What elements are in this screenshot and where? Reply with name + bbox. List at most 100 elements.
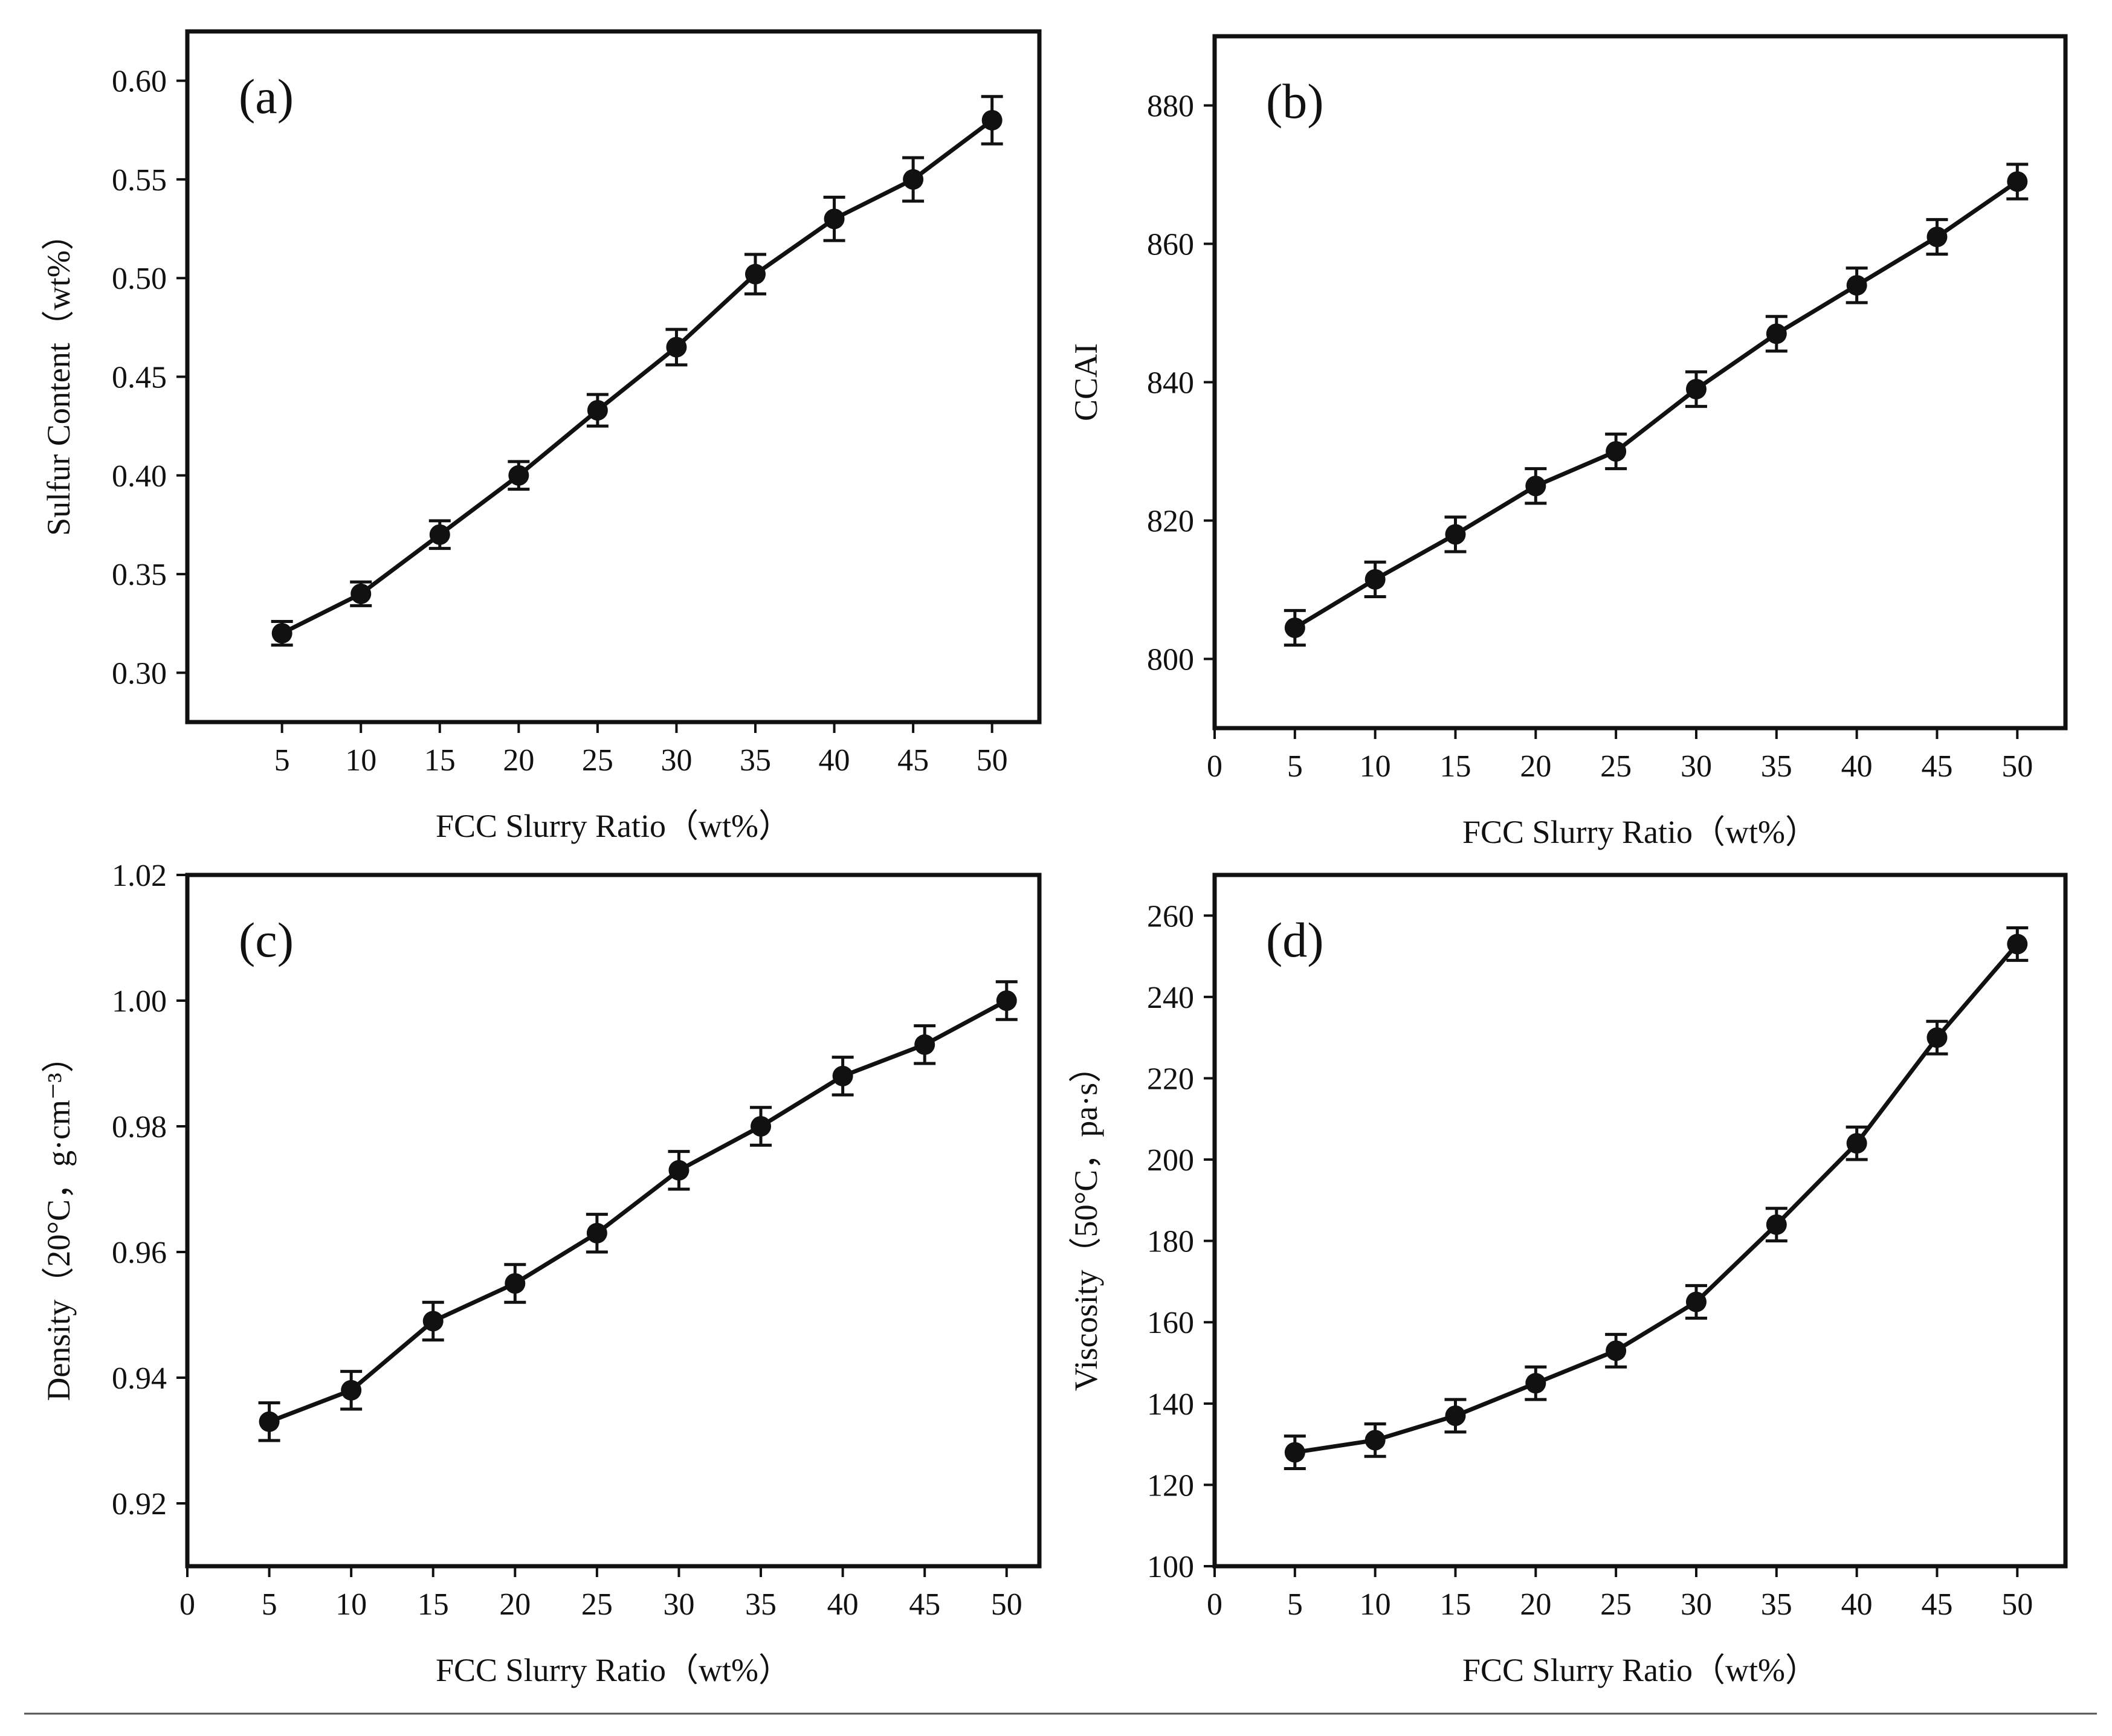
panel-b-data-point [1606, 441, 1627, 462]
panel-a-y-tick-label: 0.50 [112, 262, 167, 296]
panel-b-y-tick-label: 860 [1147, 228, 1194, 262]
panel-d-data-point [1525, 1373, 1546, 1394]
panel-c-x-tick-label: 5 [262, 1587, 277, 1622]
panel-a-data-point [587, 400, 608, 421]
panel-a-x-tick-label: 40 [819, 743, 850, 778]
panel-d-x-tick-label: 30 [1681, 1587, 1712, 1622]
panel-b-y-axis-title: CCAI [1068, 343, 1104, 421]
panel-c-x-tick-label: 0 [179, 1587, 195, 1622]
panel-d-label: (d) [1266, 912, 1324, 967]
panel-b-y-tick-label: 840 [1147, 366, 1194, 401]
panel-a-y-tick-label: 0.45 [112, 361, 167, 395]
panel-c-x-tick-label: 45 [909, 1587, 940, 1622]
panel-a-data-point [981, 109, 1003, 131]
panel-b: 0 5 10 15 20 25 30 35 40 45 50 800 820 840 860 880 FCC S… [1068, 34, 2068, 850]
panels: 5 10 15 20 25 30 35 40 45 500.300.350.400.450.500… [40, 29, 2068, 1688]
panel-b-data-point [1525, 476, 1546, 497]
panel-c-x-tick-label: 20 [499, 1587, 531, 1622]
panel-c-data-point [422, 1311, 444, 1332]
panel-c-label: (c) [239, 912, 294, 967]
panel-c-data-point [996, 990, 1017, 1011]
panel-a-y-axis-title: Sulfur Content（wt%） [40, 218, 77, 535]
panel-a-x-tick-label: 25 [582, 743, 613, 778]
panel-d-y-tick-label: 100 [1147, 1550, 1194, 1584]
panel-b-data-point [1445, 524, 1466, 545]
panel-c-y-tick-label: 1.00 [112, 984, 167, 1019]
panel-a: 5 10 15 20 25 30 35 40 45 50 0.30 0.35 0.40 0.45 0.50 0… [40, 29, 1042, 844]
panel-a-x-tick-label: 50 [977, 743, 1008, 778]
panel-c-y-tick-label: 1.02 [112, 859, 167, 893]
panel-d-data-point [1364, 1430, 1386, 1451]
panel-a-x-tick-label: 30 [660, 743, 692, 778]
panel-a-series-line [281, 118, 993, 636]
panel-c-y-axis-title: Density（20°C，g·cm⁻³） [40, 1040, 77, 1401]
panel-c-data-point [914, 1034, 935, 1055]
panel-b-data-point [1846, 275, 1867, 296]
panel-d-x-tick-label: 40 [1841, 1587, 1873, 1622]
panel-c-y-tick-label: 0.94 [112, 1361, 167, 1396]
panel-b-x-tick-label: 35 [1761, 749, 1792, 784]
panel-d-x-tick-label: 5 [1287, 1587, 1303, 1622]
panel-c-x-tick-label: 50 [991, 1587, 1022, 1622]
panel-a-data-point [271, 623, 292, 644]
panel-c-data-point [505, 1273, 526, 1294]
panel-d-frame [1212, 873, 2068, 1569]
panel-b-x-axis-title: FCC Slurry Ratio（wt%） [1462, 814, 1818, 850]
panel-a-x-tick-label: 35 [740, 743, 771, 778]
panel-d-y-tick-label: 240 [1147, 981, 1194, 1015]
panel-c-y-tick-label: 0.92 [112, 1487, 167, 1521]
panel-b-x-tick-label: 20 [1520, 749, 1551, 784]
panel-c-y-tick-label: 0.98 [112, 1110, 167, 1144]
panel-c-data-point [832, 1065, 853, 1086]
panel-b-data-point [1766, 323, 1787, 344]
panel-a-x-axis-title: FCC Slurry Ratio（wt%） [436, 808, 791, 844]
panel-a-data-point [666, 337, 687, 358]
panel-a-data-point [745, 263, 766, 285]
panel-c-series-line [268, 998, 1008, 1424]
panel-d-x-tick-label: 20 [1520, 1587, 1551, 1622]
panel-d-data-point [1926, 1027, 1948, 1048]
panel-a-data-point [508, 465, 529, 486]
panel-b-series-line [1293, 179, 2019, 630]
panel-b-x-tick-label: 50 [2001, 749, 2033, 784]
panel-b-x-tick-label: 5 [1287, 749, 1303, 784]
panel-c-data-point [341, 1379, 362, 1401]
panel-c-x-tick-label: 40 [827, 1587, 859, 1622]
panel-c-data-point [586, 1222, 607, 1244]
panel-a-data-point [429, 524, 450, 545]
panel-a-label: (a) [239, 69, 294, 124]
panel-b-x-tick-label: 10 [1360, 749, 1391, 784]
panel-d-x-tick-label: 10 [1360, 1587, 1391, 1622]
panel-c-x-axis-title: FCC Slurry Ratio（wt%） [436, 1652, 791, 1688]
panel-d-x-tick-label: 15 [1439, 1587, 1471, 1622]
panel-b-data-point [2007, 171, 2028, 192]
panel-b-label: (b) [1266, 74, 1324, 129]
panel-d-y-tick-label: 200 [1147, 1143, 1194, 1178]
panel-d-data-point [1685, 1291, 1707, 1312]
panel-a-data-point [350, 583, 372, 604]
panel-a-data-point [824, 208, 845, 230]
panel-b-y-tick-label: 820 [1147, 505, 1194, 539]
panel-a-y-tick-label: 0.30 [112, 656, 167, 691]
panel-d-y-tick-label: 120 [1147, 1468, 1194, 1503]
panel-b-y-tick-label: 880 [1147, 89, 1194, 124]
panel-d-x-tick-label: 25 [1600, 1587, 1632, 1622]
panel-c-data-point [751, 1116, 772, 1137]
panel-c-x-tick-label: 30 [663, 1587, 694, 1622]
panel-d-data-point [1445, 1405, 1466, 1427]
panel-d-y-tick-label: 140 [1147, 1387, 1194, 1422]
panel-d-x-tick-label: 50 [2001, 1587, 2033, 1622]
panel-a-x-tick-label: 45 [897, 743, 929, 778]
panel-a-x-tick-label: 15 [424, 743, 456, 778]
panel-d-data-point [2007, 934, 2028, 955]
panel-d-data-point [1284, 1442, 1305, 1463]
panel-c-data-point [668, 1160, 689, 1181]
panel-a-y-tick-label: 0.40 [112, 459, 167, 494]
panel-c-x-tick-label: 25 [581, 1587, 613, 1622]
panel-b-x-tick-label: 25 [1600, 749, 1632, 784]
panel-b-data-point [1926, 227, 1948, 248]
panel-b-y-tick-label: 800 [1147, 643, 1194, 677]
panel-d-x-tick-label: 45 [1921, 1587, 1952, 1622]
panel-b-x-tick-label: 0 [1207, 749, 1222, 784]
